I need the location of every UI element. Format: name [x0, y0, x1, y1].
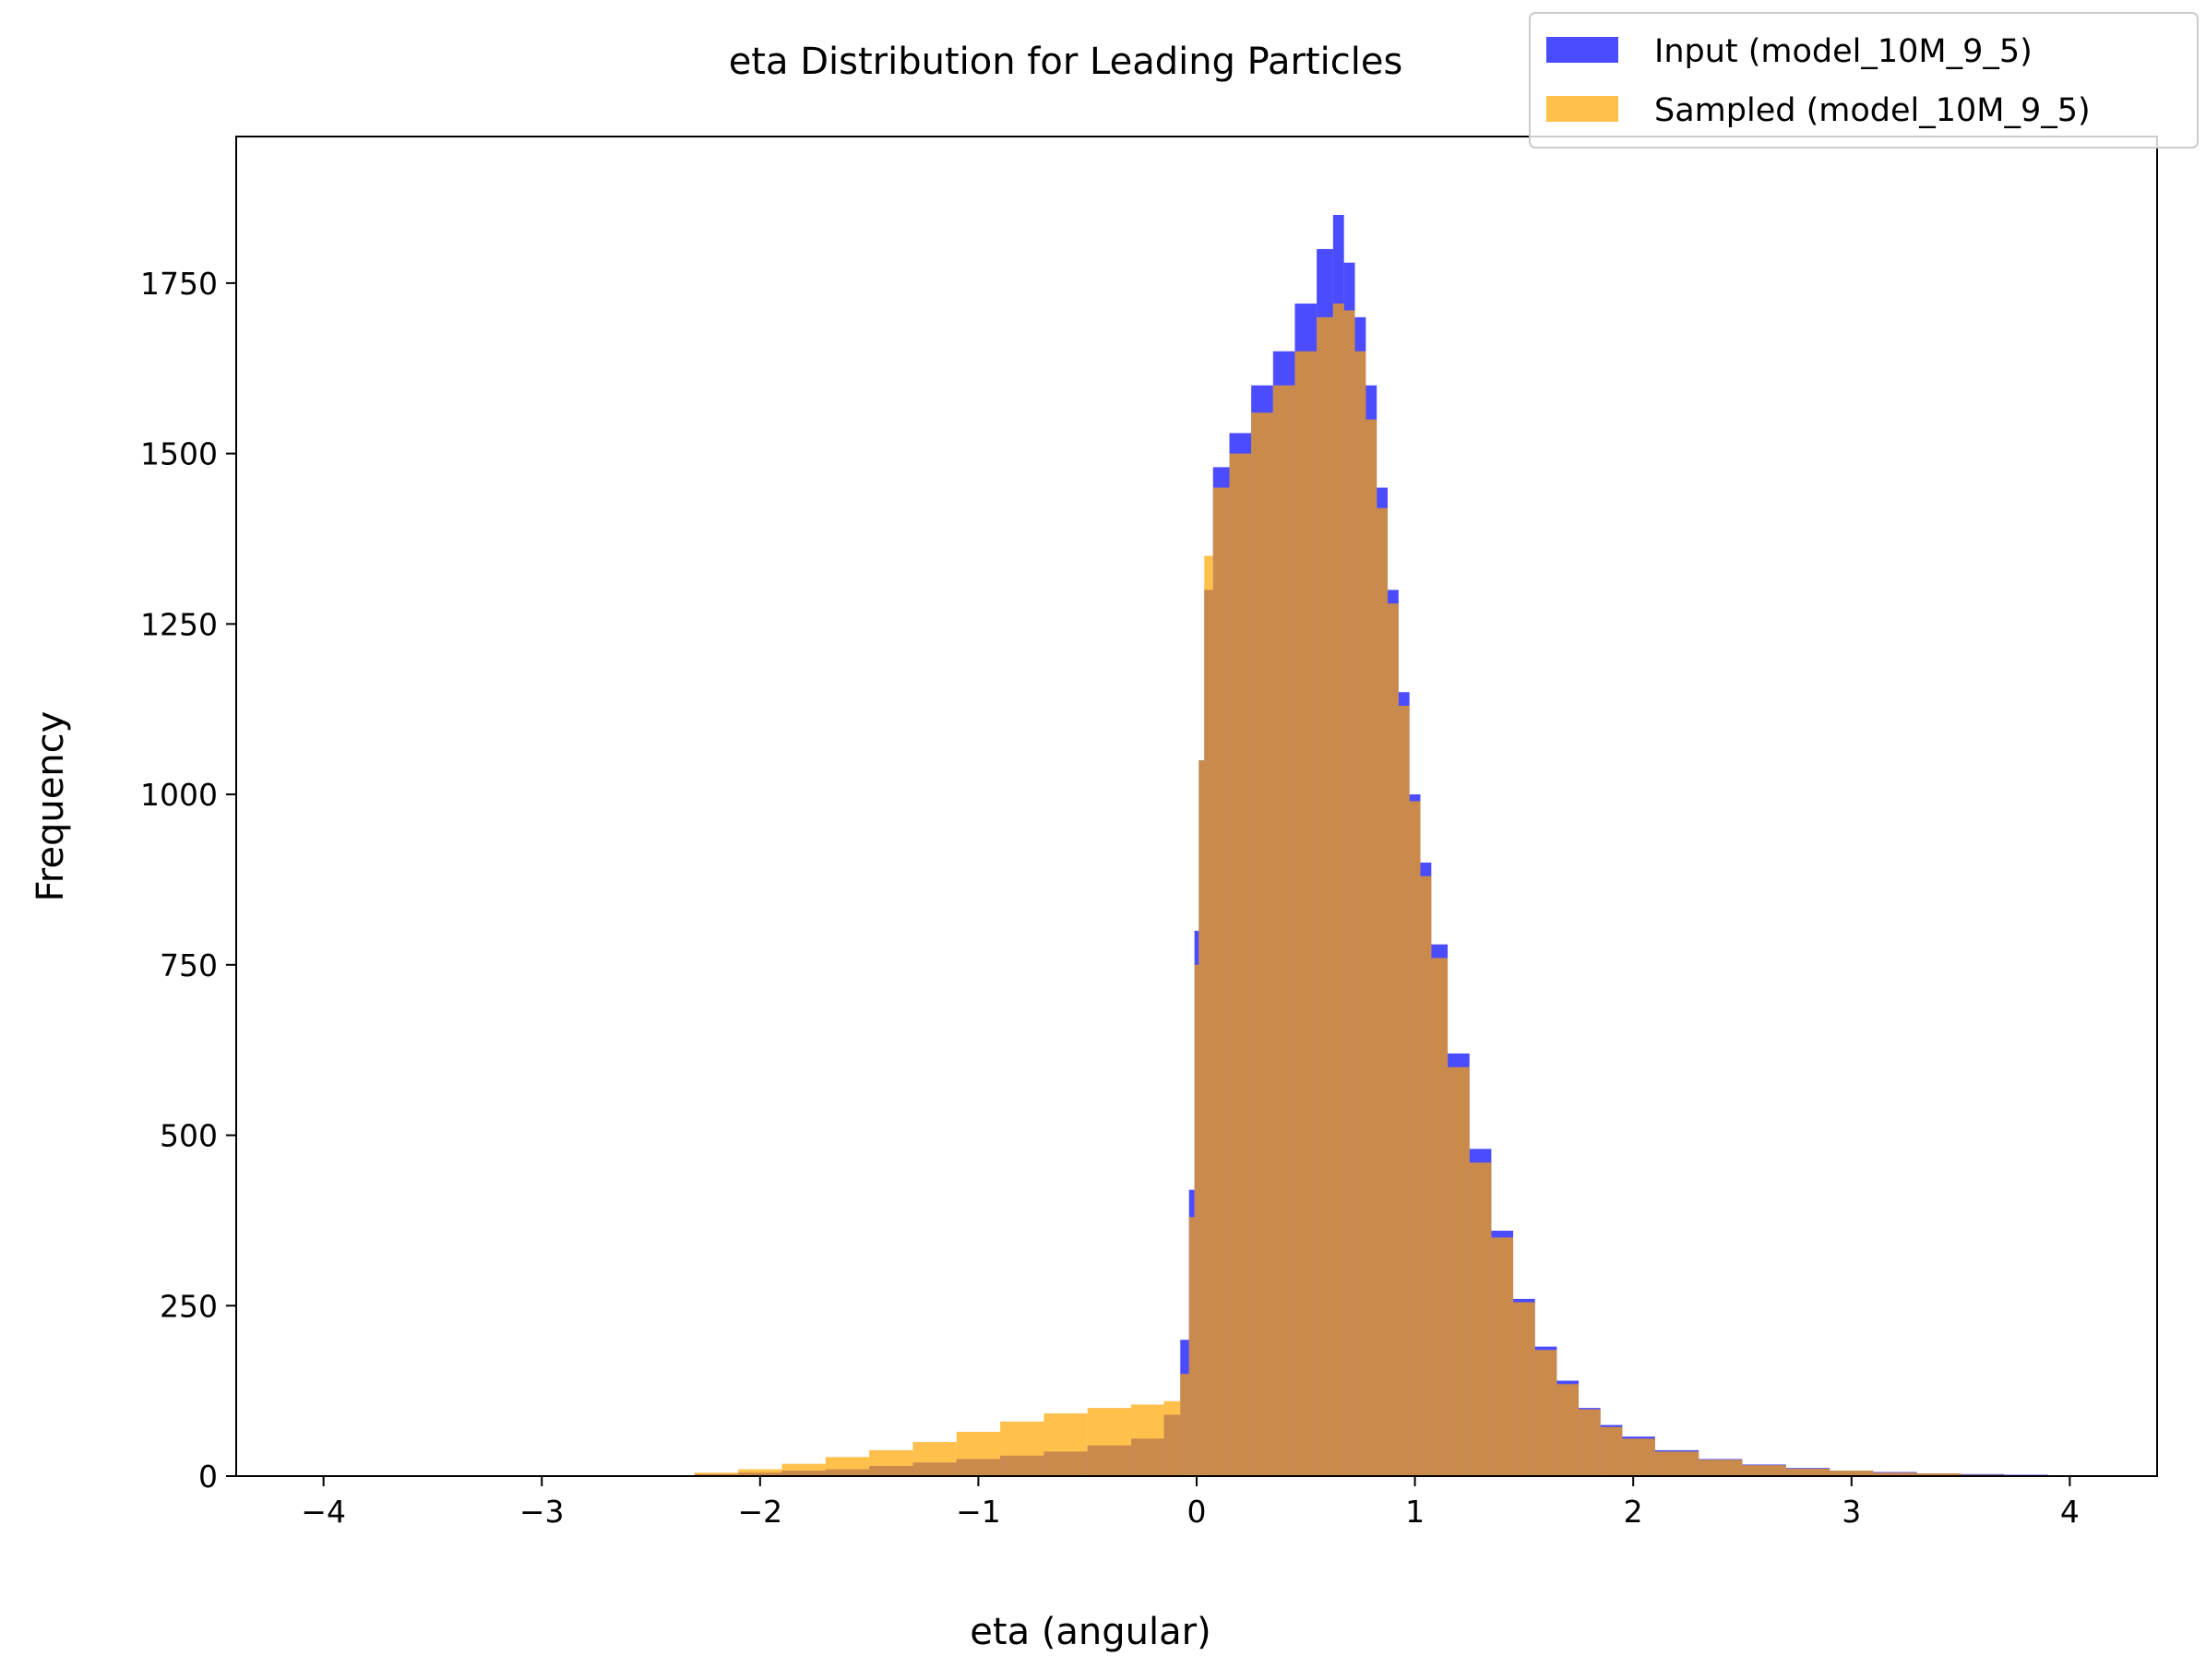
histogram-bar: [1388, 603, 1399, 1476]
histogram-bar: [1469, 1162, 1492, 1476]
histogram-bar: [1354, 351, 1366, 1476]
y-tick-label: 750: [160, 947, 218, 983]
y-tick-label: 0: [198, 1459, 218, 1495]
histogram-bar: [1420, 876, 1432, 1476]
histogram-bar: [1131, 1404, 1164, 1476]
histogram-bar: [956, 1431, 1001, 1476]
histogram-bar: [1916, 1473, 1962, 1476]
histogram-bar: [1785, 1468, 1830, 1476]
histogram-bar: [1409, 801, 1421, 1476]
histogram-bar: [1873, 1472, 1917, 1476]
histogram-bar: [1251, 412, 1273, 1476]
legend-swatch-sampled: [1546, 96, 1618, 122]
histogram-bar: [1204, 555, 1213, 1476]
legend-label-input: Input (model_10M_9_5): [1654, 33, 2033, 70]
histogram-bar: [1448, 1066, 1470, 1476]
histogram-bar: [1491, 1237, 1514, 1476]
histogram-bar: [1272, 385, 1295, 1476]
histogram-bar: [1343, 310, 1355, 1476]
histogram-bar: [1654, 1451, 1699, 1476]
x-tick-label: −3: [519, 1494, 565, 1530]
x-tick-label: 4: [2060, 1494, 2080, 1530]
histogram-bar: [1699, 1460, 1743, 1476]
histogram-bar: [869, 1449, 913, 1476]
x-axis-title: eta (angular): [970, 1611, 1210, 1653]
histogram-bar: [1600, 1426, 1623, 1476]
histogram-bar: [1332, 304, 1344, 1476]
histogram-bar: [1622, 1438, 1655, 1476]
histogram-bar: [781, 1463, 826, 1476]
y-tick-label: 500: [160, 1118, 218, 1154]
histogram-bar: [1513, 1302, 1535, 1476]
x-tick-label: 1: [1405, 1494, 1425, 1530]
histogram-bar: [1579, 1409, 1601, 1476]
histogram-bar: [1043, 1413, 1088, 1476]
histogram-bar: [825, 1457, 870, 1476]
histogram-bar: [1294, 351, 1318, 1476]
histogram-bar: [1229, 453, 1252, 1477]
legend: Input (model_10M_9_5) Sampled (model_10M…: [1529, 12, 2199, 149]
x-tick-label: −2: [737, 1494, 782, 1530]
y-axis-ticks: 0 250 500 750 1000 1250 1500 1750: [140, 266, 236, 1495]
histogram-bar: [1317, 316, 1333, 1477]
x-tick-label: −1: [956, 1494, 1001, 1530]
y-axis-title: Frequency: [30, 711, 72, 902]
x-tick-label: 3: [1842, 1494, 1861, 1530]
y-tick-label: 1250: [140, 606, 218, 642]
histogram-bar: [1534, 1350, 1557, 1476]
y-tick-label: 1750: [140, 266, 218, 302]
x-tick-label: −4: [301, 1494, 346, 1530]
histogram-bar: [1212, 487, 1230, 1477]
histogram-bar: [1398, 706, 1410, 1476]
histogram-bar: [1180, 1374, 1189, 1476]
y-tick-label: 1000: [140, 777, 218, 813]
histogram-bar: [1742, 1465, 1786, 1476]
histogram-bar: [1194, 964, 1199, 1476]
histogram-bar: [1198, 760, 1205, 1476]
histogram-bar: [1365, 419, 1377, 1476]
legend-swatch-input: [1546, 37, 1618, 63]
histogram-bar: [738, 1469, 782, 1476]
y-tick-label: 1500: [140, 436, 218, 472]
histogram-bars: [694, 214, 2093, 1477]
series-1-bars: [694, 304, 2093, 1477]
histogram-bar: [694, 1472, 739, 1476]
histogram-bar: [1377, 507, 1389, 1476]
histogram-bar: [1087, 1408, 1132, 1476]
histogram-bar: [1000, 1421, 1044, 1476]
legend-frame: [1529, 12, 2199, 149]
legend-label-sampled: Sampled (model_10M_9_5): [1654, 92, 2091, 129]
histogram-bar: [1163, 1400, 1181, 1476]
chart-title: eta Distribution for Leading Particles: [729, 41, 1403, 83]
y-tick-label: 250: [160, 1288, 218, 1324]
histogram-bar: [912, 1442, 957, 1476]
x-tick-label: 2: [1624, 1494, 1643, 1530]
histogram-bar: [1556, 1384, 1580, 1476]
x-axis-ticks: −4 −3 −2 −1 0 1 2 3 4: [301, 1476, 2080, 1530]
histogram-bar: [1431, 958, 1449, 1476]
histogram-bar: [1188, 1217, 1195, 1476]
x-tick-label: 0: [1187, 1494, 1207, 1530]
histogram-bar: [1830, 1471, 1874, 1476]
